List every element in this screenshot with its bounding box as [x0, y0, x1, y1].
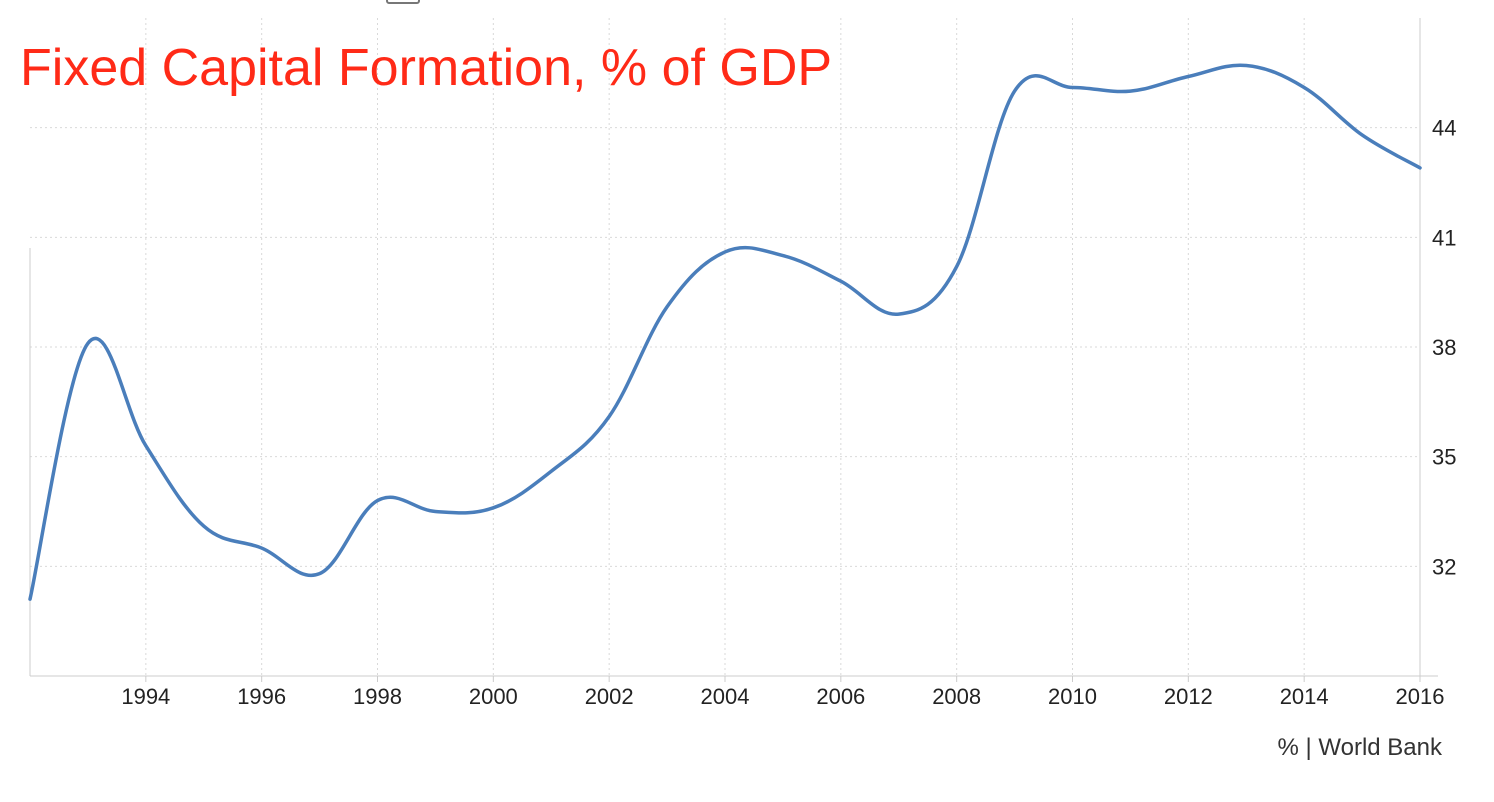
data-point-2015	[1359, 132, 1365, 138]
top-control-fragment	[386, 0, 420, 4]
series-layer	[27, 63, 1423, 602]
data-point-1996	[259, 545, 265, 551]
axes	[29, 18, 1438, 682]
series-line-0	[28, 63, 1422, 601]
data-point-2014	[1301, 84, 1307, 90]
data-point-1993	[85, 340, 91, 346]
y-tick-label-35: 35	[1432, 445, 1456, 470]
data-point-2013	[1243, 63, 1249, 69]
x-tick-label-2004: 2004	[701, 684, 750, 709]
data-point-1994	[143, 443, 149, 449]
x-tick-label-1994: 1994	[121, 684, 170, 709]
x-tick-label-1996: 1996	[237, 684, 286, 709]
x-tick-label-2008: 2008	[932, 684, 981, 709]
data-point-1999	[432, 509, 438, 515]
y-tick-label-32: 32	[1432, 554, 1456, 579]
chart-title: Fixed Capital Formation, % of GDP	[20, 39, 833, 97]
y-tick-label-38: 38	[1432, 335, 1456, 360]
x-tick-label-1998: 1998	[353, 684, 402, 709]
data-point-2002	[606, 413, 612, 419]
source-label: % | World Bank	[1277, 734, 1442, 761]
data-point-1997	[317, 571, 323, 577]
tick-labels: 1994 1996 1998 2000 2002 2004 2006 2008 2010 2012…	[121, 116, 1456, 709]
data-point-1992	[27, 596, 33, 602]
data-point-1995	[201, 523, 207, 529]
x-tick-label-2010: 2010	[1048, 684, 1097, 709]
grid	[30, 18, 1421, 676]
y-tick-label-44: 44	[1432, 116, 1456, 141]
data-point-2010	[1070, 84, 1076, 90]
data-point-2012	[1185, 73, 1191, 79]
data-point-2011	[1127, 88, 1133, 94]
data-point-1998	[375, 498, 381, 504]
x-tick-label-2002: 2002	[585, 684, 634, 709]
data-point-2000	[490, 505, 496, 511]
data-point-2008	[954, 264, 960, 270]
data-point-2007	[896, 311, 902, 317]
x-tick-label-2006: 2006	[816, 684, 865, 709]
x-tick-label-2016: 2016	[1396, 684, 1445, 709]
data-point-2016	[1417, 165, 1423, 171]
data-point-2003	[664, 304, 670, 310]
data-point-2004	[722, 249, 728, 255]
data-point-2009	[1012, 88, 1018, 94]
x-tick-label-2000: 2000	[469, 684, 518, 709]
data-point-2005	[780, 253, 786, 259]
y-tick-label-41: 41	[1432, 225, 1456, 250]
data-point-2001	[548, 468, 554, 474]
x-tick-label-2014: 2014	[1280, 684, 1329, 709]
data-point-2006	[838, 278, 844, 284]
x-tick-label-2012: 2012	[1164, 684, 1213, 709]
